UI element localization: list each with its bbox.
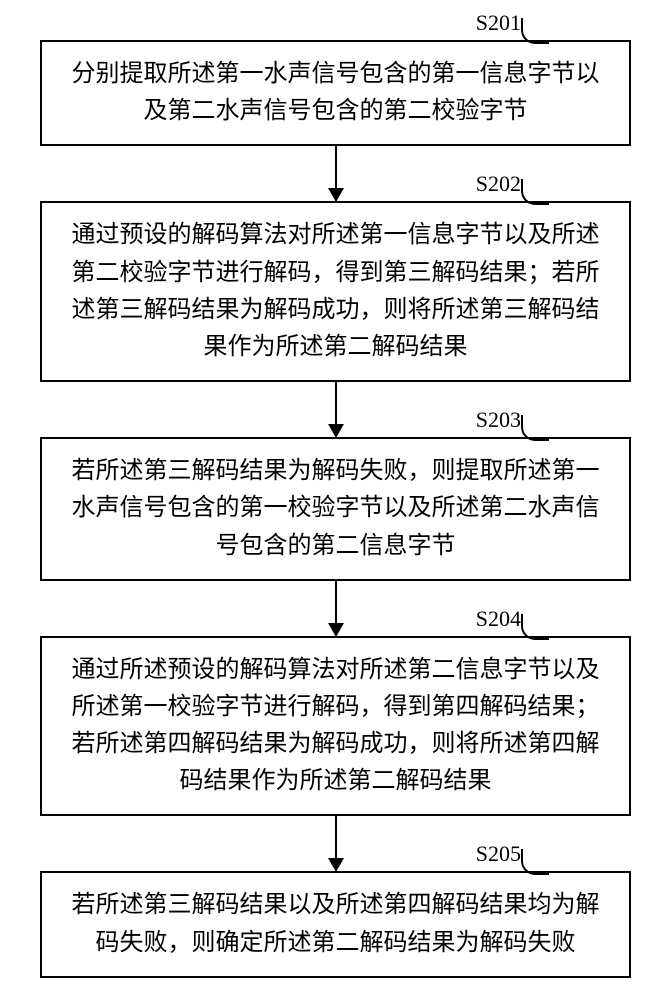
step-label: S205 bbox=[476, 841, 521, 867]
step-s202: S202 通过预设的解码算法对所述第一信息字节以及所述第二校验字节进行解码，得到… bbox=[40, 201, 631, 382]
label-callout-line bbox=[521, 849, 549, 875]
label-callout-line bbox=[521, 614, 549, 640]
label-callout-line bbox=[521, 179, 549, 205]
step-box: 通过所述预设的解码算法对所述第二信息字节以及所述第一校验字节进行解码，得到第四解… bbox=[40, 636, 631, 817]
flowchart-container: S201 分别提取所述第一水声信号包含的第一信息字节以及第二水声信号包含的第二校… bbox=[40, 40, 631, 978]
step-s201: S201 分别提取所述第一水声信号包含的第一信息字节以及第二水声信号包含的第二校… bbox=[40, 40, 631, 146]
step-s203: S203 若所述第三解码结果为解码失败，则提取所述第一水声信号包含的第一校验字节… bbox=[40, 437, 631, 581]
step-text: 若所述第三解码结果以及所述第四解码结果均为解码失败，则确定所述第二解码结果为解码… bbox=[72, 892, 600, 955]
arrow-down bbox=[335, 581, 337, 636]
step-text: 分别提取所述第一水声信号包含的第一信息字节以及第二水声信号包含的第二校验字节 bbox=[72, 61, 600, 124]
label-callout-line bbox=[521, 18, 549, 44]
step-label: S202 bbox=[476, 171, 521, 197]
step-box: 通过预设的解码算法对所述第一信息字节以及所述第二校验字节进行解码，得到第三解码结… bbox=[40, 201, 631, 382]
label-callout-line bbox=[521, 415, 549, 441]
step-text: 若所述第三解码结果为解码失败，则提取所述第一水声信号包含的第一校验字节以及所述第… bbox=[72, 458, 600, 558]
step-box: 若所述第三解码结果以及所述第四解码结果均为解码失败，则确定所述第二解码结果为解码… bbox=[40, 871, 631, 977]
arrow-down bbox=[335, 382, 337, 437]
step-text: 通过所述预设的解码算法对所述第二信息字节以及所述第一校验字节进行解码，得到第四解… bbox=[72, 657, 600, 795]
step-box: 分别提取所述第一水声信号包含的第一信息字节以及第二水声信号包含的第二校验字节 bbox=[40, 40, 631, 146]
arrow-down bbox=[335, 146, 337, 201]
step-label: S201 bbox=[476, 10, 521, 36]
step-box: 若所述第三解码结果为解码失败，则提取所述第一水声信号包含的第一校验字节以及所述第… bbox=[40, 437, 631, 581]
step-text: 通过预设的解码算法对所述第一信息字节以及所述第二校验字节进行解码，得到第三解码结… bbox=[72, 222, 600, 360]
step-label: S203 bbox=[476, 407, 521, 433]
step-s205: S205 若所述第三解码结果以及所述第四解码结果均为解码失败，则确定所述第二解码… bbox=[40, 871, 631, 977]
step-label: S204 bbox=[476, 606, 521, 632]
step-s204: S204 通过所述预设的解码算法对所述第二信息字节以及所述第一校验字节进行解码，… bbox=[40, 636, 631, 817]
arrow-down bbox=[335, 816, 337, 871]
